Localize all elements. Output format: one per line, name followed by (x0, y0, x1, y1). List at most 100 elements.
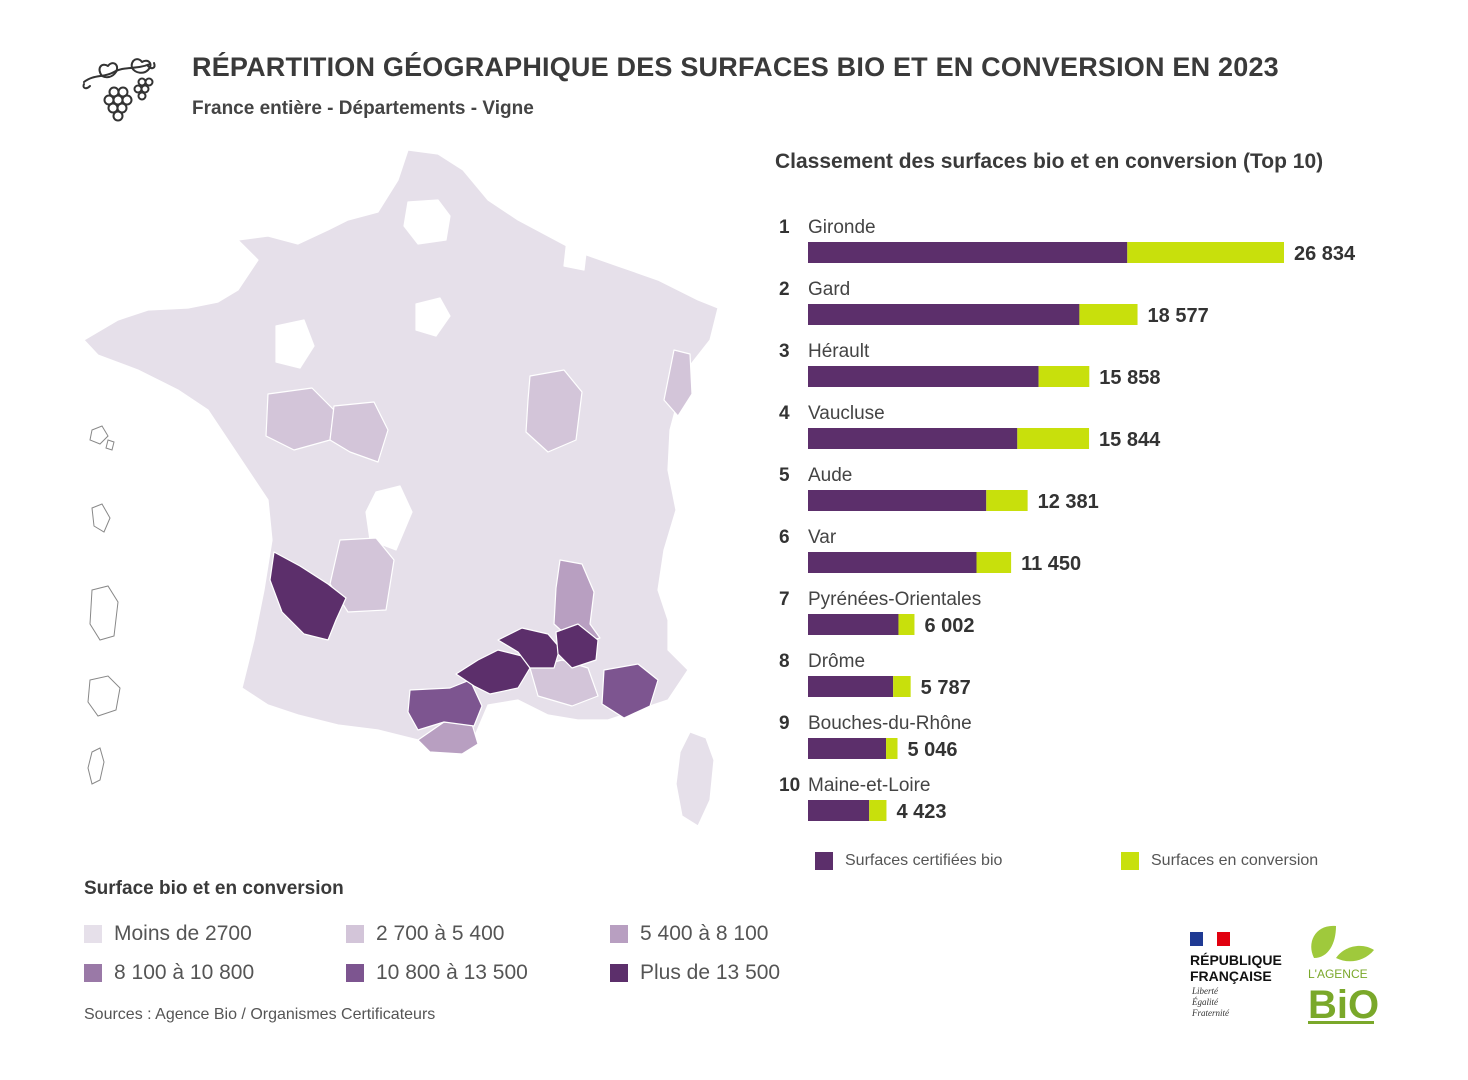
map-reunion (87, 675, 121, 717)
rank-category-label: Hérault (808, 341, 870, 362)
legend-label-conversion: Surfaces en conversion (1151, 852, 1319, 869)
rank-category-label: Pyrénées-Orientales (808, 589, 981, 610)
rank-category-label: Gard (808, 279, 850, 300)
rf-line-2: FRANÇAISE (1190, 968, 1272, 984)
map-legend-label-6: Plus de 13 500 (640, 961, 781, 984)
rank-category-label: Bouches-du-Rhône (808, 713, 972, 734)
map-legend-swatch-5 (346, 964, 364, 982)
bar-total-label-5: 12 381 (1038, 491, 1099, 513)
map-legend-label-4: 8 100 à 10 800 (114, 961, 255, 984)
bar-bio-4 (808, 428, 1018, 449)
legend-swatch-bio (815, 852, 833, 870)
bar-total-label-10: 4 423 (896, 801, 946, 823)
bar-bio-10 (808, 800, 870, 821)
vine-grape-icon (80, 52, 162, 122)
rank-number-4: 4 (779, 403, 790, 424)
rank-category-label: Aude (808, 465, 852, 486)
legend-item-conversion: Surfaces en conversion (1121, 852, 1318, 870)
bar-conversion-5 (986, 490, 1028, 511)
bio-logo-main: BiO (1308, 983, 1379, 1027)
map-legend-swatch-6 (610, 964, 628, 982)
legend-swatch-conversion (1121, 852, 1139, 870)
map-legend-item-4: 8 100 à 10 800 (84, 961, 254, 985)
bar-conversion-8 (893, 676, 911, 697)
bar-bio-2 (808, 304, 1080, 325)
rf-motto-2: Égalité (1192, 997, 1218, 1007)
bar-bio-1 (808, 242, 1128, 263)
rf-line-1: RÉPUBLIQUE (1190, 952, 1282, 968)
bar-bio-3 (808, 366, 1039, 387)
map-legend-item-3: 5 400 à 8 100 (610, 922, 768, 946)
page-subtitle: France entière - Départements - Vigne (192, 98, 534, 119)
rank-number-5: 5 (779, 465, 790, 486)
map-drome (553, 559, 601, 645)
bar-conversion-3 (1038, 366, 1090, 387)
map-legend-label-5: 10 800 à 13 500 (376, 961, 528, 984)
map-legend-item-5: 10 800 à 13 500 (346, 961, 528, 985)
bar-total-label-6: 11 450 (1021, 553, 1081, 575)
map-legend-swatch-2 (346, 925, 364, 943)
map-var (601, 663, 659, 719)
bar-conversion-1 (1127, 242, 1284, 263)
republique-francaise-logo: RÉPUBLIQUE FRANÇAISE Liberté Égalité Fra… (1186, 930, 1296, 1020)
map-legend-title: Surface bio et en conversion (84, 878, 344, 899)
map-no-data-ardennes (563, 229, 589, 271)
map-mayotte (87, 747, 105, 785)
rf-motto-3: Fraternité (1192, 1008, 1229, 1018)
map-bouches-du-rhone (529, 659, 599, 707)
bar-conversion-2 (1079, 304, 1138, 325)
bar-bio-7 (808, 614, 899, 635)
rank-number-9: 9 (779, 713, 790, 734)
map-legend: Moins de 2700 2 700 à 5 400 5 400 à 8 10… (84, 918, 844, 998)
bar-total-label-7: 6 002 (924, 615, 974, 637)
rank-category-label: Gironde (808, 217, 876, 238)
map-legend-item-1: Moins de 2700 (84, 922, 252, 946)
bar-total-label-1: 26 834 (1294, 243, 1356, 265)
legend-item-bio: Surfaces certifiées bio (815, 852, 1002, 870)
map-guadeloupe (89, 425, 115, 451)
map-haut-rhin (663, 349, 693, 417)
agence-bio-logo: L'AGENCE BiO (1300, 918, 1390, 1028)
rf-motto-1: Liberté (1192, 986, 1218, 996)
bar-total-label-3: 15 858 (1099, 367, 1160, 389)
map-dordogne (329, 537, 395, 613)
bar-bio-5 (808, 490, 987, 511)
bar-conversion-9 (886, 738, 898, 759)
map-corsica (675, 731, 715, 827)
bar-conversion-10 (869, 800, 887, 821)
bar-total-label-2: 18 577 (1148, 305, 1209, 327)
map-legend-label-2: 2 700 à 5 400 (376, 922, 505, 945)
page-title: RÉPARTITION GÉOGRAPHIQUE DES SURFACES BI… (192, 52, 1279, 82)
map-cote-dor (525, 369, 583, 453)
map-gard (497, 627, 561, 669)
bar-bio-9 (808, 738, 887, 759)
bar-conversion-6 (976, 552, 1012, 573)
rank-number-2: 2 (779, 279, 790, 300)
france-choropleth-map (78, 140, 728, 840)
rank-category-label: Drôme (808, 651, 865, 672)
map-vaucluse (555, 623, 599, 669)
french-flag-icon (1190, 932, 1230, 946)
map-no-data-sarthe (275, 319, 315, 369)
rank-number-1: 1 (779, 217, 790, 238)
rank-number-6: 6 (779, 527, 790, 548)
map-legend-swatch-4 (84, 964, 102, 982)
bar-total-label-8: 5 787 (921, 677, 971, 699)
map-guyane (89, 585, 119, 641)
rank-number-8: 8 (779, 651, 790, 672)
rank-number-10: 10 (779, 775, 800, 796)
map-no-data-center (365, 485, 413, 551)
map-martinique (91, 503, 111, 533)
bar-bio-6 (808, 552, 977, 573)
bar-bio-8 (808, 676, 894, 697)
bar-total-label-9: 5 046 (908, 739, 958, 761)
bar-conversion-4 (1017, 428, 1090, 449)
map-legend-swatch-3 (610, 925, 628, 943)
rank-number-7: 7 (779, 589, 790, 610)
bar-total-label-4: 15 844 (1099, 429, 1161, 451)
sources-note: Sources : Agence Bio / Organismes Certif… (84, 1006, 436, 1023)
bar-conversion-7 (898, 614, 915, 635)
ranking-chart-title: Classement des surfaces bio et en conver… (775, 150, 1324, 173)
map-legend-label-1: Moins de 2700 (114, 922, 252, 945)
bar-chart-legend: Surfaces certifiées bio Surfaces en conv… (815, 850, 1375, 876)
